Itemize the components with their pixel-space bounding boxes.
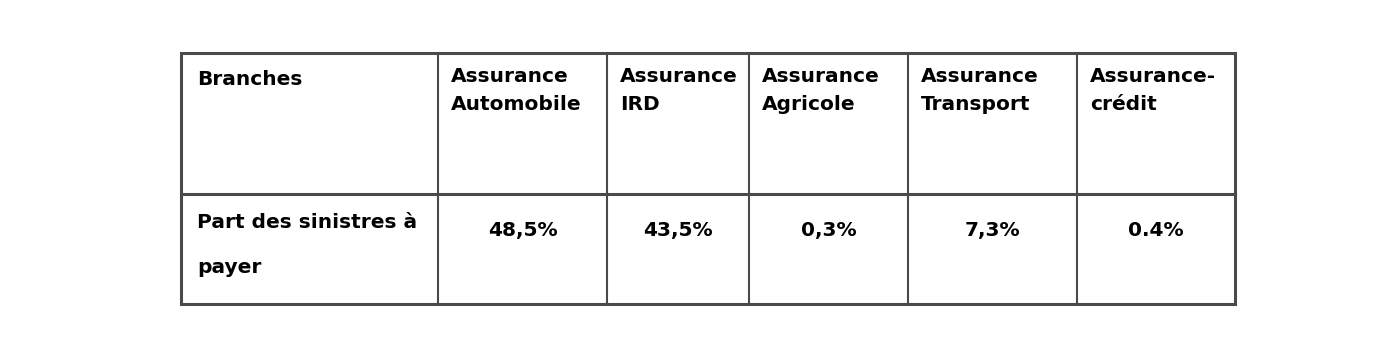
Text: Assurance
Agricole: Assurance Agricole — [761, 67, 880, 114]
Text: 0.4%: 0.4% — [1128, 221, 1184, 240]
Text: 48,5%: 48,5% — [488, 221, 557, 240]
Text: Assurance
Transport: Assurance Transport — [920, 67, 1038, 114]
Text: 0,3%: 0,3% — [800, 221, 857, 240]
Text: 7,3%: 7,3% — [965, 221, 1020, 240]
Text: Assurance
IRD: Assurance IRD — [621, 67, 738, 114]
Text: Assurance-
crédit: Assurance- crédit — [1090, 67, 1216, 114]
Text: 43,5%: 43,5% — [644, 221, 713, 240]
Text: Assurance
Automobile: Assurance Automobile — [451, 67, 582, 114]
Text: Branches: Branches — [198, 70, 303, 89]
Text: payer: payer — [198, 258, 261, 277]
Text: Part des sinistres à: Part des sinistres à — [198, 213, 417, 232]
